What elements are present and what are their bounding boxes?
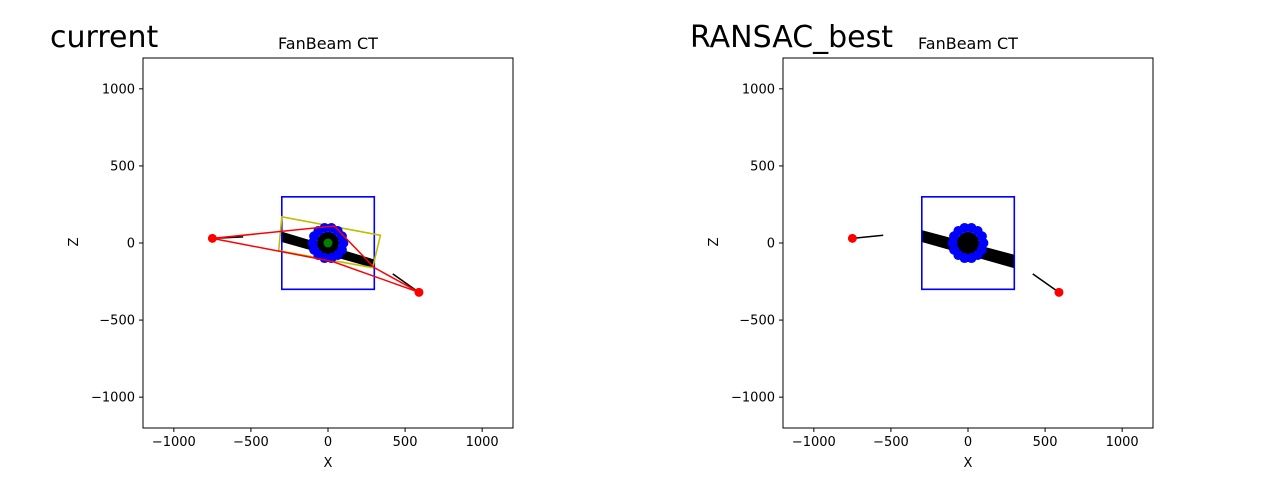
volume-box (920, 196, 1016, 291)
y-axis-label: Z (67, 237, 82, 246)
y-tick-label: 0 (127, 237, 135, 252)
object-dot (966, 222, 977, 233)
source-point (414, 287, 424, 297)
panel-current: FanBeam CT X Z −1000 −500 0 500 1000 −1000 −50… (67, 34, 514, 471)
x-axis-label: X (964, 456, 973, 471)
y-tick-label: −500 (99, 314, 135, 329)
plot-area: −1000 −500 0 500 1000 −1000 −500 0 500 1000 (91, 57, 514, 450)
chart-title: FanBeam CT (278, 34, 378, 53)
y-tick-label: 1000 (742, 82, 775, 97)
y-axis-label: Z (707, 237, 722, 246)
chart-title: FanBeam CT (918, 34, 1018, 53)
y-tick-label: −500 (739, 314, 775, 329)
y-tick-label: −1000 (91, 391, 135, 406)
overlay-label: current (50, 20, 159, 55)
plot-content (207, 196, 424, 297)
object-dot (336, 244, 347, 255)
fit-box (277, 215, 382, 269)
volume-box (280, 196, 376, 291)
object-core (956, 231, 980, 255)
source-point (207, 233, 217, 243)
y-tick-label: 1000 (102, 82, 135, 97)
x-tick-label: 500 (1033, 435, 1058, 450)
overlay-label: RANSAC_best (690, 20, 894, 55)
plot-content (847, 196, 1064, 297)
x-tick-label: −1000 (792, 435, 836, 450)
source-point (847, 233, 857, 243)
y-tick-label: 500 (110, 159, 135, 174)
x-tick-label: −500 (233, 435, 269, 450)
plot-area: −1000 −500 0 500 1000 −1000 −500 0 500 1000 (731, 57, 1154, 450)
beam-segment (1032, 273, 1060, 293)
x-tick-label: 1000 (1106, 435, 1139, 450)
x-tick-label: −500 (873, 435, 909, 450)
x-axis-label: X (324, 456, 333, 471)
x-tick-label: 0 (964, 435, 972, 450)
object-dot (976, 244, 987, 255)
center-point (323, 238, 333, 248)
ray-line (212, 225, 420, 294)
x-tick-label: 0 (324, 435, 332, 450)
y-tick-label: 0 (767, 237, 775, 252)
y-tick-label: 500 (750, 159, 775, 174)
panel-ransac-best: FanBeam CT X Z −1000 −500 0 500 1000 −1000 −50… (707, 34, 1154, 471)
x-tick-label: −1000 (152, 435, 196, 450)
x-tick-label: 1000 (466, 435, 499, 450)
y-tick-label: −1000 (731, 391, 775, 406)
source-point (1054, 287, 1064, 297)
object-dot (959, 253, 970, 264)
x-tick-label: 500 (393, 435, 418, 450)
beam-segment (852, 234, 884, 240)
